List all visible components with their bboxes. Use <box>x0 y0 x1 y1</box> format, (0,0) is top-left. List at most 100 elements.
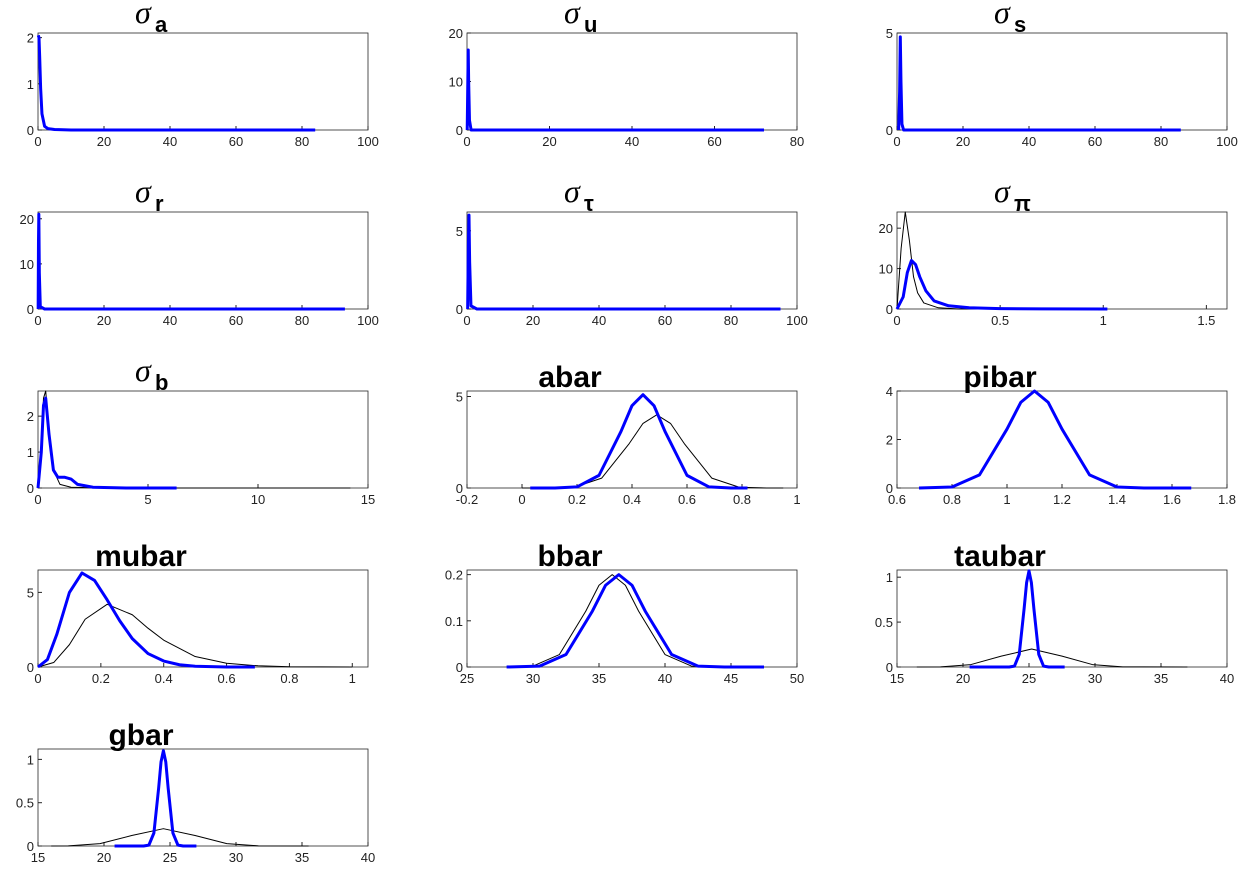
y-tick-label: 0.2 <box>445 568 463 583</box>
axes-box <box>37 390 369 489</box>
x-tick-label: 1 <box>793 492 800 507</box>
density-line <box>506 574 718 668</box>
x-tick-label: 40 <box>658 671 672 686</box>
x-tick-label: 0 <box>518 492 525 507</box>
x-tick-label: 20 <box>956 671 970 686</box>
x-tick-label: -0.2 <box>456 492 478 507</box>
y-tick-label: 2 <box>27 409 34 424</box>
y-tick-label: 10 <box>449 75 463 90</box>
x-tick-label: 35 <box>295 850 309 865</box>
title-symbol: σ <box>564 173 581 209</box>
axes-box <box>896 32 1228 131</box>
y-tick-label: 1 <box>27 752 34 767</box>
title: π <box>1014 191 1031 216</box>
x-tick-label: 20 <box>97 313 111 328</box>
x-tick-label: 25 <box>460 671 474 686</box>
x-tick-label: 1 <box>1100 313 1107 328</box>
x-tick-label: 0.6 <box>888 492 906 507</box>
x-tick-label: 60 <box>707 134 721 149</box>
density-line <box>36 212 345 311</box>
title: taubar <box>954 540 1046 573</box>
y-tick-label: 0 <box>456 123 463 138</box>
x-tick-label: 0 <box>34 492 41 507</box>
density-line <box>895 259 1108 311</box>
x-tick-label: 1 <box>349 671 356 686</box>
density-line <box>465 48 764 132</box>
x-tick-label: 80 <box>724 313 738 328</box>
x-tick-label: 100 <box>357 134 379 149</box>
y-tick-label: 10 <box>879 262 893 277</box>
y-tick-label: 20 <box>879 221 893 236</box>
title: mubar <box>95 540 187 573</box>
x-tick-label: 0 <box>34 134 41 149</box>
y-tick-label: 4 <box>886 384 893 399</box>
x-tick-label: 40 <box>592 313 606 328</box>
y-tick-label: 0 <box>456 302 463 317</box>
y-tick-label: 10 <box>20 257 34 272</box>
y-tick-label: 0 <box>886 660 893 675</box>
x-tick-label: 100 <box>786 313 808 328</box>
x-tick-label: 40 <box>1220 671 1234 686</box>
x-tick-label: 5 <box>144 492 151 507</box>
x-tick-label: 1.6 <box>1163 492 1181 507</box>
x-tick-label: 35 <box>592 671 606 686</box>
y-tick-label: 0 <box>27 839 34 854</box>
title-symbol: σ <box>135 352 152 388</box>
y-tick-label: 5 <box>886 26 893 41</box>
x-tick-label: 0.4 <box>155 671 173 686</box>
x-tick-label: 30 <box>229 850 243 865</box>
x-tick-label: 60 <box>1088 134 1102 149</box>
title-symbol: σ <box>135 173 152 209</box>
x-tick-label: 0.2 <box>92 671 110 686</box>
y-tick-label: 20 <box>20 212 34 227</box>
x-tick-label: 30 <box>1088 671 1102 686</box>
axes-box <box>466 32 798 131</box>
x-tick-label: 10 <box>251 492 265 507</box>
axes-box <box>37 569 369 668</box>
title: s <box>1014 12 1026 37</box>
axes-box <box>896 211 1228 310</box>
x-tick-label: 0 <box>34 313 41 328</box>
title: bbar <box>537 540 602 573</box>
x-tick-label: 0.8 <box>733 492 751 507</box>
x-tick-label: 15 <box>361 492 375 507</box>
x-tick-label: 0 <box>463 313 470 328</box>
y-tick-label: 0.1 <box>445 614 463 629</box>
x-tick-label: 25 <box>163 850 177 865</box>
y-tick-label: 5 <box>27 585 34 600</box>
y-tick-label: 0 <box>27 302 34 317</box>
x-tick-label: 60 <box>229 313 243 328</box>
title: a <box>155 12 168 37</box>
y-tick-label: 0.5 <box>875 615 893 630</box>
x-tick-label: 1.2 <box>1053 492 1071 507</box>
x-tick-label: 0.8 <box>943 492 961 507</box>
axes-box <box>37 748 369 847</box>
density-line <box>37 603 353 668</box>
density-line <box>114 749 197 848</box>
x-tick-label: 40 <box>361 850 375 865</box>
x-tick-label: 50 <box>790 671 804 686</box>
x-tick-label: 80 <box>295 134 309 149</box>
y-tick-label: 0 <box>886 123 893 138</box>
density-line <box>51 828 309 847</box>
y-tick-label: 1 <box>886 570 893 585</box>
density-line <box>916 648 1188 668</box>
y-tick-label: 5 <box>456 224 463 239</box>
x-tick-label: 20 <box>526 313 540 328</box>
y-tick-label: 0 <box>27 123 34 138</box>
x-tick-label: 0 <box>893 313 900 328</box>
x-tick-label: 1 <box>1003 492 1010 507</box>
density-line <box>530 393 748 490</box>
x-tick-label: 20 <box>97 850 111 865</box>
x-tick-label: 45 <box>724 671 738 686</box>
x-tick-label: 35 <box>1154 671 1168 686</box>
y-tick-label: 1 <box>27 445 34 460</box>
x-tick-label: 40 <box>163 313 177 328</box>
title: r <box>155 191 164 216</box>
title-symbol: σ <box>135 0 152 30</box>
x-tick-label: 30 <box>526 671 540 686</box>
x-tick-label: 15 <box>31 850 45 865</box>
y-tick-label: 0 <box>27 481 34 496</box>
y-tick-label: 2 <box>27 31 34 46</box>
